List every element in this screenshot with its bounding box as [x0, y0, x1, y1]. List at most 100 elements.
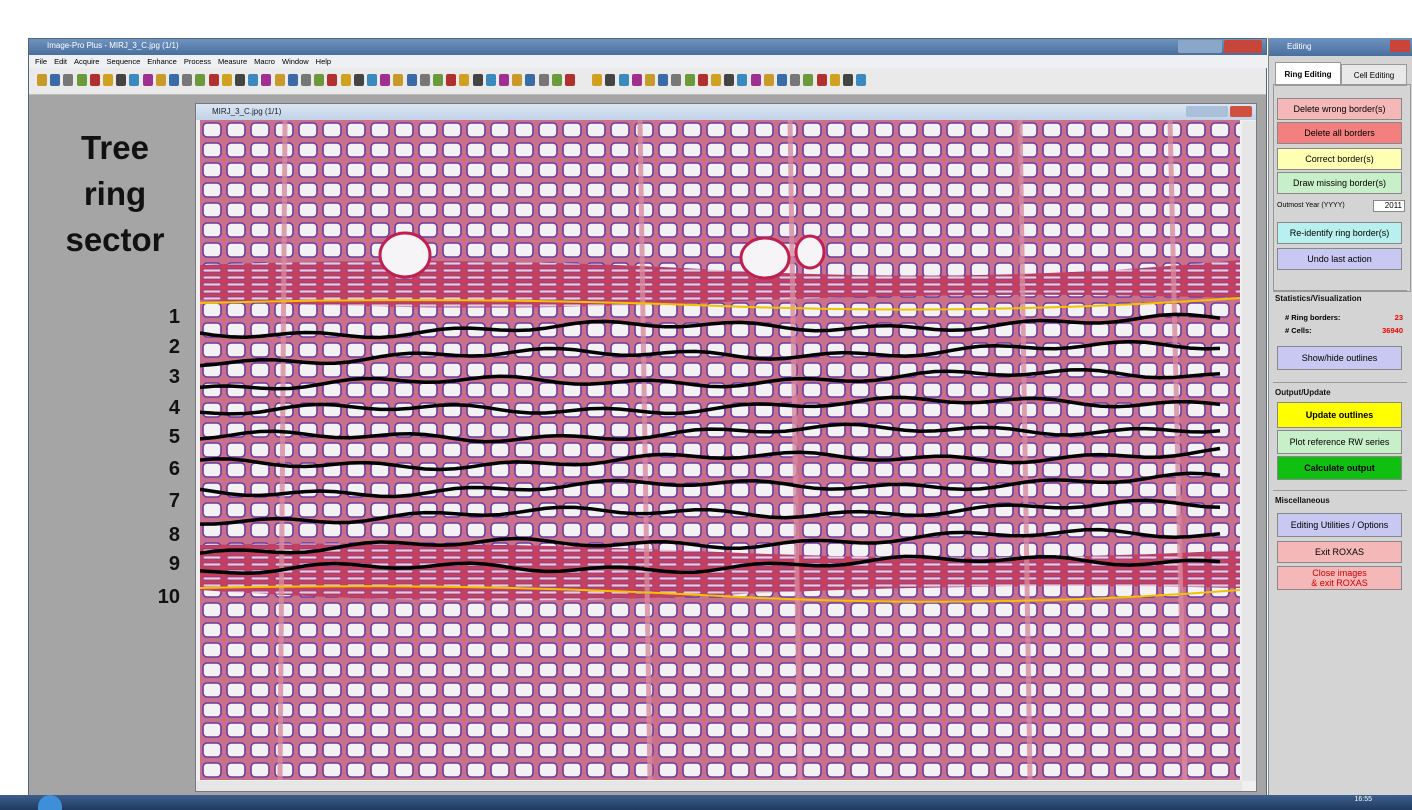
- window-controls[interactable]: [1178, 40, 1222, 53]
- image-title-bar: MIRJ_3_C.jpg (1/1): [196, 104, 1256, 120]
- toolbar-icon[interactable]: [592, 74, 602, 86]
- toolbar-icon[interactable]: [275, 74, 285, 86]
- toolbar-icon[interactable]: [235, 74, 245, 86]
- toolbar-icon[interactable]: [737, 74, 747, 86]
- tab[interactable]: Cell Editing: [1341, 64, 1407, 86]
- toolbar-icon[interactable]: [685, 74, 695, 86]
- toolbar-icon[interactable]: [248, 74, 258, 86]
- toolbar-icon[interactable]: [473, 74, 483, 86]
- toolbar-icon[interactable]: [512, 74, 522, 86]
- toolbar-icon[interactable]: [817, 74, 827, 86]
- toolbar-icon[interactable]: [420, 74, 430, 86]
- toolbar-icon[interactable]: [341, 74, 351, 86]
- toolbar-icon[interactable]: [37, 74, 47, 86]
- toolbar-icon[interactable]: [103, 74, 113, 86]
- toolbar-icon[interactable]: [367, 74, 377, 86]
- section: [1273, 382, 1407, 383]
- toolbar-icon[interactable]: [209, 74, 219, 86]
- toolbar-icon[interactable]: [288, 74, 298, 86]
- button[interactable]: Editing Utilities / Options: [1277, 513, 1402, 537]
- button[interactable]: Show/hide outlines: [1277, 346, 1402, 370]
- toolbar-icon[interactable]: [499, 74, 509, 86]
- button[interactable]: Update outlines: [1277, 402, 1402, 428]
- toolbar-icon[interactable]: [486, 74, 496, 86]
- toolbar-icon[interactable]: [354, 74, 364, 86]
- toolbar-icon[interactable]: [301, 74, 311, 86]
- toolbar-icon[interactable]: [129, 74, 139, 86]
- toolbar-icon[interactable]: [830, 74, 840, 86]
- toolbar-icon[interactable]: [261, 74, 271, 86]
- close-button[interactable]: [1224, 40, 1262, 53]
- button[interactable]: Undo last action: [1277, 248, 1402, 270]
- toolbar-icon[interactable]: [195, 74, 205, 86]
- toolbar-icon[interactable]: [446, 74, 456, 86]
- button[interactable]: Delete wrong border(s): [1277, 98, 1402, 120]
- toolbar-icon[interactable]: [565, 74, 575, 86]
- menu-item[interactable]: Edit: [54, 57, 67, 66]
- image-close[interactable]: [1230, 106, 1252, 117]
- toolbar-icon[interactable]: [619, 74, 629, 86]
- menu-item[interactable]: Window: [282, 57, 309, 66]
- button[interactable]: Exit ROXAS: [1277, 541, 1402, 563]
- toolbar-icon[interactable]: [50, 74, 60, 86]
- toolbar-icon[interactable]: [327, 74, 337, 86]
- menu-item[interactable]: Help: [316, 57, 331, 66]
- h-scrollbar[interactable]: [196, 781, 1242, 791]
- toolbar-icon[interactable]: [459, 74, 469, 86]
- toolbar-icon[interactable]: [711, 74, 721, 86]
- menu-item[interactable]: Measure: [218, 57, 247, 66]
- panel-title-bar: Editing: [1269, 38, 1412, 56]
- toolbar-icon[interactable]: [90, 74, 100, 86]
- panel-close[interactable]: [1390, 40, 1410, 52]
- toolbar-icon[interactable]: [645, 74, 655, 86]
- menu-item[interactable]: Process: [184, 57, 211, 66]
- toolbar-icon[interactable]: [552, 74, 562, 86]
- toolbar-icon[interactable]: [751, 74, 761, 86]
- toolbar-icon[interactable]: [314, 74, 324, 86]
- v-scrollbar[interactable]: [1242, 121, 1256, 781]
- tab[interactable]: Ring Editing: [1275, 62, 1341, 86]
- outmost-input[interactable]: 2011: [1373, 200, 1405, 212]
- toolbar-icon[interactable]: [632, 74, 642, 86]
- ring-number: 10: [158, 586, 180, 609]
- toolbar-icon[interactable]: [803, 74, 813, 86]
- button[interactable]: Close images & exit ROXAS: [1277, 566, 1402, 590]
- button[interactable]: Calculate output: [1277, 456, 1402, 480]
- toolbar-icon[interactable]: [169, 74, 179, 86]
- toolbar-icon[interactable]: [407, 74, 417, 86]
- menu-item[interactable]: Acquire: [74, 57, 99, 66]
- toolbar-icon[interactable]: [658, 74, 668, 86]
- toolbar-icon[interactable]: [539, 74, 549, 86]
- toolbar-icon[interactable]: [525, 74, 535, 86]
- toolbar-icon[interactable]: [605, 74, 615, 86]
- start-button[interactable]: [38, 795, 62, 810]
- toolbar-icon[interactable]: [393, 74, 403, 86]
- button[interactable]: Plot reference RW series: [1277, 430, 1402, 454]
- toolbar-icon[interactable]: [724, 74, 734, 86]
- button[interactable]: Correct border(s): [1277, 148, 1402, 170]
- menu-item[interactable]: Macro: [254, 57, 275, 66]
- toolbar-icon[interactable]: [63, 74, 73, 86]
- toolbar-icon[interactable]: [182, 74, 192, 86]
- toolbar-icon[interactable]: [380, 74, 390, 86]
- button[interactable]: Draw missing border(s): [1277, 172, 1402, 194]
- toolbar-icon[interactable]: [77, 74, 87, 86]
- toolbar-icon[interactable]: [764, 74, 774, 86]
- toolbar-icon[interactable]: [790, 74, 800, 86]
- menu-item[interactable]: File: [35, 57, 47, 66]
- button[interactable]: Delete all borders: [1277, 122, 1402, 144]
- image-controls[interactable]: [1186, 106, 1228, 117]
- toolbar-icon[interactable]: [143, 74, 153, 86]
- button[interactable]: Re-identify ring border(s): [1277, 222, 1402, 244]
- toolbar-icon[interactable]: [433, 74, 443, 86]
- toolbar-icon[interactable]: [698, 74, 708, 86]
- toolbar-icon[interactable]: [156, 74, 166, 86]
- toolbar-icon[interactable]: [777, 74, 787, 86]
- toolbar-icon[interactable]: [222, 74, 232, 86]
- toolbar-icon[interactable]: [671, 74, 681, 86]
- toolbar-icon[interactable]: [116, 74, 126, 86]
- toolbar-icon[interactable]: [856, 74, 866, 86]
- menu-item[interactable]: Sequence: [106, 57, 140, 66]
- toolbar-icon[interactable]: [843, 74, 853, 86]
- menu-item[interactable]: Enhance: [147, 57, 177, 66]
